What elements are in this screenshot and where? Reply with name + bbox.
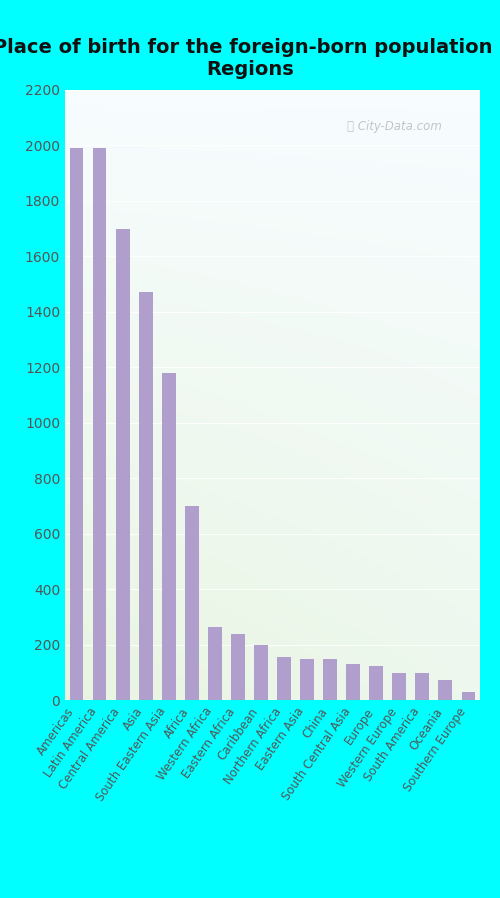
Bar (323, 659, 337, 700)
Bar (416, 673, 430, 700)
Bar (462, 692, 475, 700)
Bar (92, 148, 106, 700)
Bar (438, 680, 452, 700)
Text: ⓘ City-Data.com: ⓘ City-Data.com (347, 120, 442, 133)
Bar (277, 657, 291, 700)
Bar (185, 506, 198, 700)
Bar (392, 673, 406, 700)
Bar (254, 645, 268, 700)
Bar (70, 148, 84, 700)
Bar (208, 627, 222, 700)
Bar (116, 229, 130, 700)
Bar (231, 634, 245, 700)
Bar (139, 293, 152, 700)
Bar (346, 665, 360, 700)
Text: Place of birth for the foreign-born population -
Regions: Place of birth for the foreign-born popu… (0, 38, 500, 79)
Bar (300, 659, 314, 700)
Bar (162, 373, 175, 700)
Bar (370, 665, 383, 700)
